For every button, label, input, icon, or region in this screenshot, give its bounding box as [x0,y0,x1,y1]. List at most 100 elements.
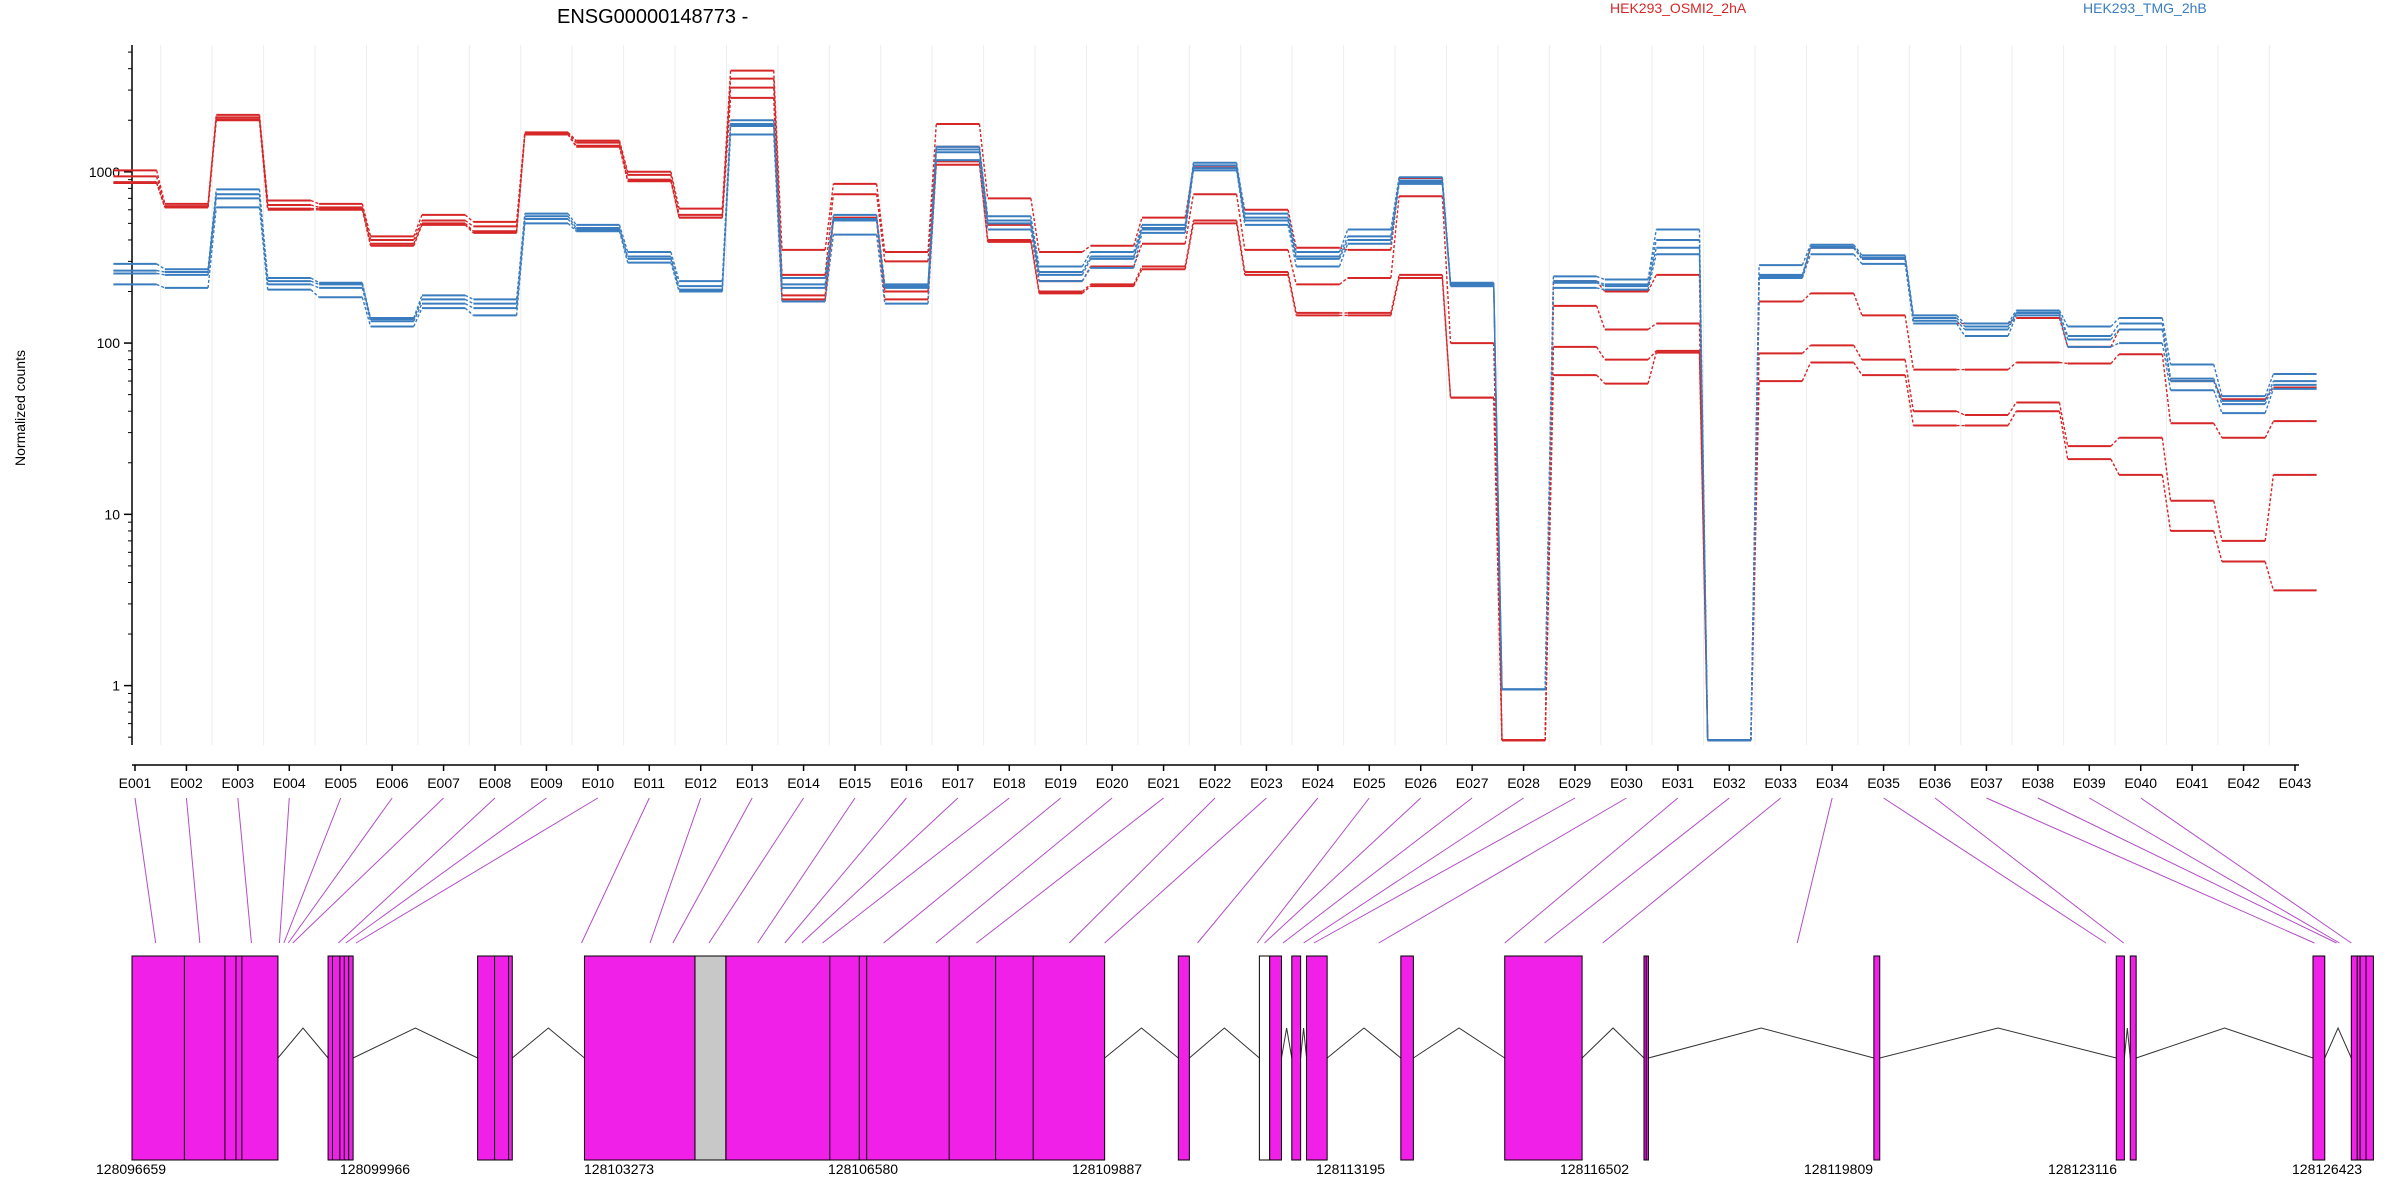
exon-block [1306,955,1328,1161]
intron-line [2324,1026,2352,1059]
exon-block [1269,955,1282,1161]
exon-tick-label: E004 [273,775,306,791]
series-transition [1647,254,1657,290]
genomic-tick-label: 128109887 [1072,1161,1142,1177]
exon-block [583,955,696,1161]
legend-label-tmg: HEK293_TMG_2hB [2083,0,2207,16]
series-transition [1493,286,1503,690]
series-transition [1596,346,1606,361]
exon-tick-label: E010 [582,775,615,791]
series-transition [1801,244,1812,266]
intron-line [1879,1027,2117,1059]
series-transition [1956,317,1966,327]
series-transition [721,126,732,290]
series-transition [2058,310,2069,327]
series-transition [361,282,372,319]
exon-tick-label: E027 [1456,775,1489,791]
exon-tick-label: E029 [1559,775,1592,791]
series-transition [2264,388,2275,414]
genomic-tick-label: 128123116 [2048,1161,2117,1177]
series-transition [2161,342,2172,391]
series-transition [1904,263,1915,324]
series-transition [361,203,372,237]
series-transition [2110,329,2120,348]
series-transition [2264,373,2275,397]
series-transition [670,251,680,282]
exon-connector [1303,797,1524,944]
series-transition [464,214,474,223]
series-transition [875,194,886,262]
exon-connector [1934,797,2124,944]
series-transition [2110,323,2120,337]
series-transition [1596,280,1606,286]
series-transition [567,213,577,226]
series-transition [1853,247,1863,260]
series-transition [2213,380,2223,405]
exon-tick-label: E002 [170,775,203,791]
exon-connector [2037,797,2337,944]
series-transition [464,224,474,234]
series-transition [464,307,474,316]
exon-block [1400,955,1414,1161]
exon-block [1258,955,1271,1161]
series-transition [978,160,989,230]
series-transition [1030,216,1040,267]
series-transition [567,218,577,230]
exon-block [2312,955,2326,1161]
series-transition [515,134,526,233]
exon-connector [1796,797,1833,944]
exon-block [2115,955,2125,1161]
series-transition [1287,271,1297,314]
series-transition [464,302,474,309]
series-transition [1853,293,1863,316]
exon-tick-label: E036 [1919,775,1952,791]
series-transition [2110,329,2120,340]
series-transition [464,222,474,232]
series-transition [1287,249,1297,285]
series-transition [155,182,166,208]
series-transition [927,124,937,253]
intron-line [511,1027,585,1059]
series-transition [567,215,577,229]
series-transition [413,307,423,327]
series-transition [1287,274,1297,316]
exon-tick-label: E031 [1662,775,1695,791]
series-transition [2007,310,2017,324]
series-transition [567,132,577,144]
series-transition [1390,277,1400,316]
series-transition [361,284,372,320]
series-transition [258,207,269,290]
series-transition [413,224,423,247]
series-transition [1133,266,1143,285]
series-transition [670,174,680,216]
exon-tick-label: E032 [1713,775,1746,791]
series-transition [1596,282,1606,287]
series-transition [1801,292,1812,302]
intron-line [1280,1027,1293,1059]
legend-label-osmi2: HEK293_OSMI2_2hA [1610,0,1747,16]
exon-tick-label: E019 [1044,775,1077,791]
exon-connector [672,797,753,944]
genomic-tick-label: 128099966 [340,1161,410,1177]
exon-tick-label: E017 [942,775,975,791]
exon-connector [287,797,393,944]
genomic-tick-label: 128126423 [2292,1161,2362,1177]
series-transition [1184,194,1195,244]
exon-connector [185,797,201,944]
exon-tick-label: E014 [787,775,820,791]
series-transition [618,231,629,263]
exon-tick-label: E009 [530,775,563,791]
series-transition [618,229,629,260]
exon-block [1177,955,1190,1161]
series-transition [156,272,165,276]
exon-connector [292,797,444,944]
exon-connector [1883,797,2107,944]
series-transition [2007,402,2017,416]
series-transition [258,198,269,285]
series-transition [2110,317,2120,327]
series-transition [618,140,629,172]
exon-block [2359,955,2374,1161]
series-transition [2213,422,2223,439]
series-HEK293_OSMI2_2hA-2 [113,86,2317,742]
exon-tick-label: E038 [2022,775,2055,791]
